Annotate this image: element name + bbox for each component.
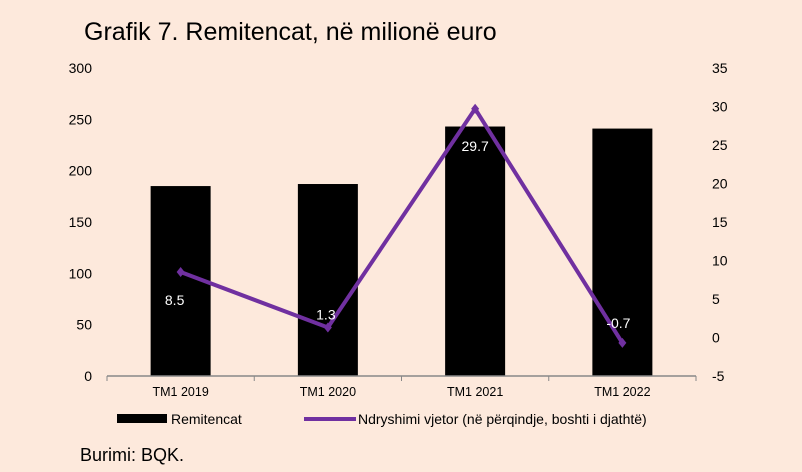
left-axis-tick-label: 150 (69, 214, 93, 230)
right-axis-tick-label: 0 (712, 330, 720, 346)
left-axis-tick-label: 0 (84, 368, 92, 384)
legend-label-bars: Remitencat (171, 411, 242, 427)
category-label: TM1 2022 (594, 385, 650, 399)
left-axis-tick-label: 250 (69, 111, 93, 127)
bar-tm1-2022 (592, 128, 653, 376)
chart-title: Grafik 7. Remitencat, në milionë euro (84, 18, 497, 46)
line-marker (323, 322, 332, 333)
right-axis-tick-label: 15 (712, 214, 728, 230)
bar-tm1-2020 (297, 184, 358, 376)
right-axis-tick-label: 35 (712, 60, 728, 76)
data-label: -0.7 (606, 315, 630, 331)
legend-swatch-bars (117, 414, 167, 423)
right-axis-tick-label: 25 (712, 137, 728, 153)
left-axis-tick-label: 200 (69, 163, 93, 179)
data-label: 1.3 (316, 306, 336, 322)
data-label: 29.7 (462, 138, 489, 154)
category-label: TM1 2021 (447, 385, 503, 399)
legend-label-line: Ndryshimi vjetor (në përqindje, boshti i… (358, 411, 647, 427)
line-marker (618, 337, 627, 348)
bar-tm1-2021 (445, 126, 506, 377)
right-axis-tick-label: -5 (712, 368, 725, 384)
line-marker (176, 267, 185, 278)
right-axis-tick-label: 10 (712, 253, 728, 269)
left-axis-tick-label: 300 (69, 60, 93, 76)
data-label: 8.5 (165, 292, 185, 308)
right-axis-tick-label: 30 (712, 99, 728, 115)
line-series-ndryshimi (179, 105, 625, 344)
source-note: Burimi: BQK. (80, 445, 185, 465)
right-axis-tick-label: 5 (712, 291, 720, 307)
left-axis-tick-label: 100 (69, 265, 93, 281)
category-label: TM1 2019 (152, 385, 208, 399)
right-axis-tick-label: 20 (712, 176, 728, 192)
left-axis-tick-label: 50 (76, 317, 92, 333)
line-marker (471, 103, 480, 114)
category-label: TM1 2020 (300, 385, 356, 399)
